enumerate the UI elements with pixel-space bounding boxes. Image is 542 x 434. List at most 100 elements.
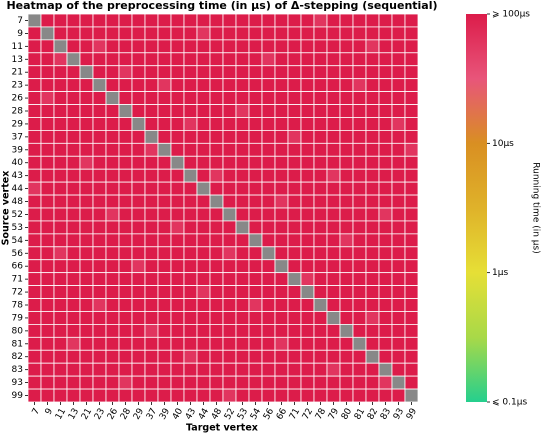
heatmap-cell [248,323,263,338]
heatmap-cell [40,91,55,105]
heatmap-cell [157,349,172,364]
heatmap-cell [157,323,172,338]
heatmap-cell [196,91,211,105]
heatmap-cell [261,194,276,209]
heatmap-cell [261,181,276,196]
heatmap-cell [378,39,393,54]
heatmap-cell [92,388,107,403]
heatmap-cell [391,220,406,235]
heatmap-cell [196,220,211,235]
heatmap-cell [274,285,289,299]
heatmap-cell [378,323,393,338]
heatmap-cell [209,220,224,235]
heatmap-cell [118,91,133,105]
heatmap-cell [118,26,133,41]
heatmap-cell [235,129,250,144]
heatmap-cell [313,155,328,170]
heatmap-cell [235,26,250,41]
heatmap-cell [183,117,198,131]
heatmap-cell [92,323,107,338]
heatmap-cell [222,311,237,325]
heatmap-cell [326,207,341,222]
heatmap-cell [157,39,172,54]
heatmap-cell [183,39,198,54]
heatmap-cell [352,168,367,183]
heatmap-cell [339,388,354,403]
heatmap-cell [326,52,341,67]
heatmap-cell [378,362,393,377]
x-tick-label: 83 [379,407,393,422]
heatmap-cell [391,142,406,157]
heatmap-cell [53,39,68,54]
heatmap-cell [365,129,380,144]
heatmap-cell [326,26,341,41]
heatmap-cell [79,26,94,41]
heatmap-cell [404,311,419,325]
heatmap-cell [209,65,224,80]
heatmap-cell [313,52,328,67]
heatmap-cell [105,52,120,67]
heatmap-cell [404,298,419,312]
heatmap-cell [144,349,159,364]
heatmap-cell [209,207,224,222]
heatmap-cell [365,194,380,209]
y-tick-label: 66 [12,262,24,272]
heatmap-cell [404,323,419,338]
heatmap-cell [404,220,419,235]
heatmap-cell [66,78,81,92]
heatmap-cell [105,65,120,80]
heatmap-cell [365,26,380,41]
heatmap-cell [248,181,263,196]
heatmap-cell [287,39,302,54]
heatmap-cell [118,246,133,261]
heatmap-cell [274,207,289,222]
heatmap-cell [261,39,276,54]
heatmap-cell [365,246,380,261]
heatmap-cell [66,323,81,338]
heatmap-cell [326,194,341,209]
heatmap-cell [183,129,198,144]
heatmap-cell [27,233,42,248]
heatmap-cell [157,298,172,312]
heatmap-cell [27,142,42,157]
heatmap-cell [274,52,289,67]
heatmap-cell [131,207,146,222]
heatmap-cell [222,349,237,364]
heatmap-cell [404,129,419,144]
heatmap-cell [79,323,94,338]
heatmap-cell [40,285,55,299]
heatmap-cell [170,298,185,312]
heatmap-cell [248,311,263,325]
heatmap-cell [261,220,276,235]
y-tick-label: 40 [12,158,24,168]
heatmap-cell [235,388,250,403]
heatmap-cell [326,336,341,351]
heatmap-cell [79,104,94,118]
heatmap-cell [92,181,107,196]
heatmap-cell [404,272,419,286]
heatmap-cell [53,78,68,92]
heatmap-cell [27,91,42,105]
heatmap-cell [222,39,237,54]
heatmap-cell [339,104,354,118]
heatmap-cell [66,336,81,351]
heatmap-cell [287,285,302,299]
x-tick-label: 56 [262,407,277,422]
heatmap-cell [365,220,380,235]
heatmap-cell [79,181,94,196]
heatmap-cell [27,168,42,183]
heatmap-cell [261,298,276,312]
heatmap-cell [183,142,198,157]
heatmap-cell [170,129,185,144]
heatmap-cell [352,65,367,80]
heatmap-cell [248,52,263,67]
heatmap-cell [404,362,419,377]
y-tick-label: 71 [12,275,23,285]
heatmap-cell [352,52,367,67]
heatmap-cell [287,65,302,80]
x-tick-label: 80 [340,407,355,422]
heatmap-cell [287,336,302,351]
heatmap-cell [404,259,419,274]
heatmap-cell [235,311,250,325]
heatmap-cell [300,181,315,196]
